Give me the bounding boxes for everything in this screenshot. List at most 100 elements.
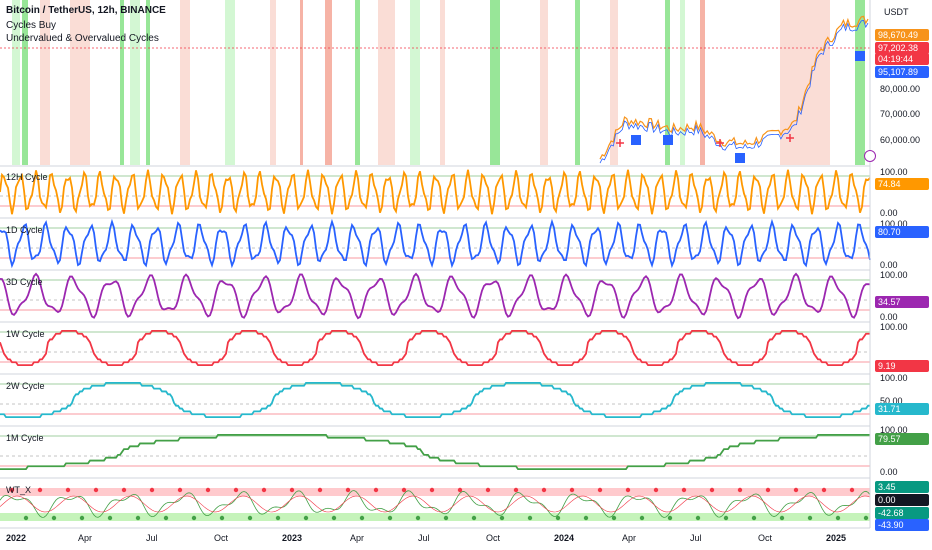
wt-dot bbox=[23, 515, 29, 521]
pane-axis-label: 100.00 bbox=[880, 425, 908, 435]
pane-title: 2W Cycle bbox=[6, 381, 45, 391]
wt-dot bbox=[821, 487, 827, 493]
wt-dot bbox=[779, 515, 785, 521]
buy-marker bbox=[631, 135, 641, 145]
wt-dot bbox=[625, 487, 631, 493]
pane-title: 1M Cycle bbox=[6, 433, 44, 443]
wt-dot bbox=[583, 515, 589, 521]
cycle-band bbox=[490, 0, 500, 165]
wt-dot bbox=[65, 487, 71, 493]
cycle-band bbox=[12, 0, 20, 165]
x-axis-tick: 2025 bbox=[826, 533, 847, 543]
pane-value-tag: 31.71 bbox=[875, 403, 929, 415]
cycle-series bbox=[0, 218, 871, 269]
pane-axis-label: 0.00 bbox=[880, 208, 898, 218]
wt-dot bbox=[443, 515, 449, 521]
wt1-series bbox=[0, 490, 871, 518]
cycle-band bbox=[780, 0, 830, 165]
overbought-zone bbox=[0, 488, 870, 496]
symbol-title[interactable]: Bitcoin / TetherUS, 12h, BINANCE bbox=[6, 5, 166, 16]
cycle-band bbox=[440, 0, 445, 165]
wt-dot bbox=[135, 515, 141, 521]
wt-dot bbox=[471, 515, 477, 521]
wt-dot bbox=[415, 515, 421, 521]
pane-value-tag: 74.84 bbox=[875, 178, 929, 190]
wt-dot bbox=[849, 487, 855, 493]
wt-dot bbox=[695, 515, 701, 521]
cycle-series bbox=[0, 169, 871, 215]
wt-dot bbox=[807, 515, 813, 521]
pane-title: WT_X bbox=[6, 485, 32, 495]
wt-dot bbox=[653, 487, 659, 493]
wt-dot bbox=[163, 515, 169, 521]
cycle-band bbox=[700, 0, 705, 165]
x-axis-tick: 2022 bbox=[6, 533, 27, 543]
price-axis-label: 70,000.00 bbox=[880, 109, 921, 119]
wt-dot bbox=[275, 515, 281, 521]
wt-dot bbox=[261, 487, 267, 493]
pane-axis-label: 0.00 bbox=[880, 312, 898, 322]
pane-axis-label: 100.00 bbox=[880, 219, 908, 229]
cycle-series bbox=[0, 381, 870, 419]
wt-dot bbox=[233, 487, 239, 493]
wt-dot bbox=[387, 515, 393, 521]
wt-dot bbox=[429, 487, 435, 493]
wt2-series bbox=[0, 495, 871, 513]
pane-axis-label: 100.00 bbox=[880, 167, 908, 177]
buy-marker bbox=[735, 153, 745, 163]
wt-dot bbox=[9, 487, 15, 493]
pane-axis-label: 100.00 bbox=[880, 270, 908, 280]
wt-dot bbox=[527, 515, 533, 521]
cycle-band bbox=[410, 0, 420, 165]
indicator-cycles-valuation[interactable]: Undervalued & Overvalued Cycles bbox=[6, 33, 159, 44]
cycle-series bbox=[0, 433, 870, 471]
indicator-cycles-buy[interactable]: Cycles Buy bbox=[6, 20, 57, 31]
cycle-band bbox=[680, 0, 685, 165]
cycle-band bbox=[855, 0, 865, 165]
wt-dot bbox=[639, 515, 645, 521]
wt-dot bbox=[331, 515, 337, 521]
wt-dot bbox=[863, 515, 869, 521]
pane-value-tag: 80.70 bbox=[875, 226, 929, 238]
wt-dot bbox=[597, 487, 603, 493]
price-axis-label: 60,000.00 bbox=[880, 135, 921, 145]
wt-dot bbox=[205, 487, 211, 493]
buy-marker bbox=[855, 51, 865, 61]
cycle-band bbox=[610, 0, 618, 165]
wt-dot bbox=[219, 515, 225, 521]
wt-dot bbox=[121, 487, 127, 493]
cycle-band bbox=[665, 0, 670, 165]
wt-dot bbox=[51, 515, 57, 521]
currency-label[interactable]: USDT bbox=[884, 7, 909, 17]
wt-dot bbox=[289, 487, 295, 493]
wt-dot bbox=[667, 515, 673, 521]
wt-dot bbox=[247, 515, 253, 521]
x-axis-tick: Jul bbox=[418, 533, 430, 543]
x-axis-tick: Apr bbox=[350, 533, 365, 543]
pane-title: 1W Cycle bbox=[6, 329, 45, 339]
wt-dot bbox=[555, 515, 561, 521]
wt-dot bbox=[191, 515, 197, 521]
price-series bbox=[599, 15, 869, 160]
cycle-band bbox=[146, 0, 150, 165]
wt-dot bbox=[513, 487, 519, 493]
wt-dot bbox=[93, 487, 99, 493]
x-axis-tick: 2023 bbox=[282, 533, 303, 543]
cycle-series bbox=[0, 272, 871, 320]
price-series bbox=[599, 19, 869, 164]
cycle-band bbox=[300, 0, 303, 165]
wt-dot bbox=[107, 515, 113, 521]
settings-icon[interactable] bbox=[864, 150, 876, 162]
wt-dot bbox=[793, 487, 799, 493]
x-axis-tick: Oct bbox=[758, 533, 773, 543]
x-axis-tick: Jul bbox=[690, 533, 702, 543]
wt-value-tag: -42.68 bbox=[875, 507, 929, 519]
line-price-tag: 97,202.38 bbox=[875, 42, 929, 54]
cycle-band bbox=[180, 0, 190, 165]
wt-dot bbox=[373, 487, 379, 493]
wt-value-tag: 0.00 bbox=[875, 494, 929, 506]
oversold-zone bbox=[0, 513, 870, 521]
wt-dot bbox=[681, 487, 687, 493]
x-axis-tick: Oct bbox=[486, 533, 501, 543]
cycle-band bbox=[40, 0, 50, 165]
